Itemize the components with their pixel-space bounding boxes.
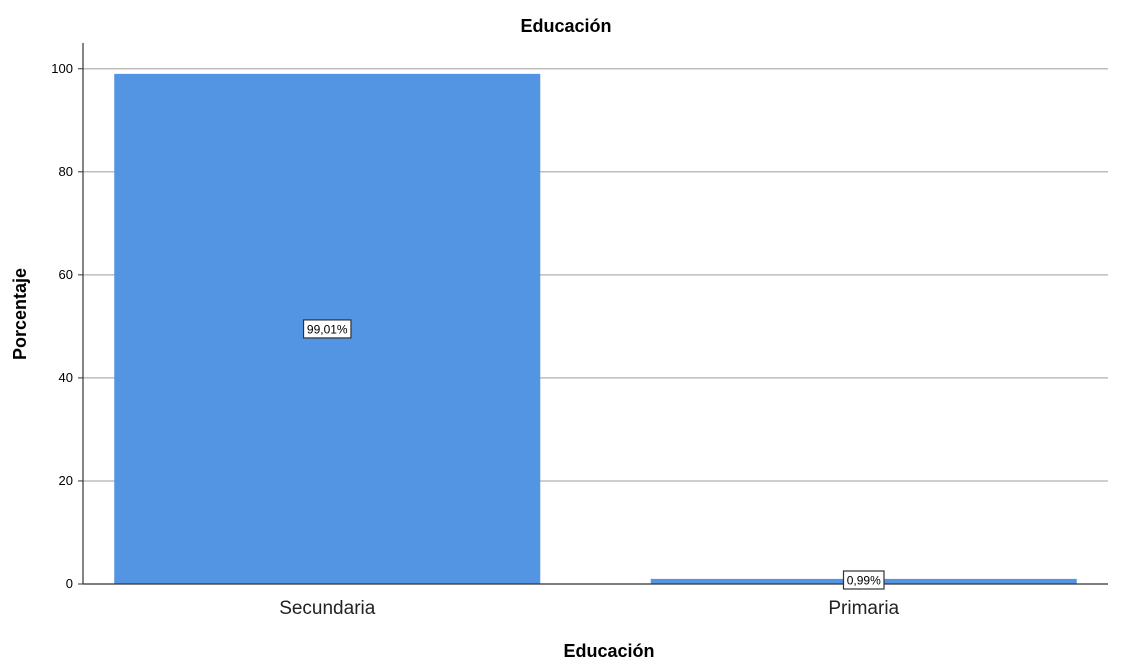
x-axis-ticks: Secundaria Primaria xyxy=(279,598,899,619)
data-label: 0,99% xyxy=(847,574,881,588)
data-labels: 99,01% 0,99% xyxy=(302,319,885,590)
y-tick-label: 0 xyxy=(66,576,73,591)
axes xyxy=(82,43,1108,585)
y-axis-label: Porcentaje xyxy=(10,268,30,360)
y-axis-ticks: 0 20 40 60 80 100 xyxy=(51,61,83,591)
y-tick-label: 100 xyxy=(51,61,73,76)
x-tick-label: Secundaria xyxy=(279,598,376,619)
y-tick-label: 80 xyxy=(59,164,73,179)
y-tick-label: 40 xyxy=(59,370,73,385)
data-label: 99,01% xyxy=(307,322,348,336)
chart-title: Educación xyxy=(520,16,611,36)
x-tick-label: Primaria xyxy=(828,598,899,619)
data-label-box xyxy=(842,570,885,590)
x-axis-label: Educación xyxy=(563,641,654,659)
data-label-box xyxy=(302,319,352,339)
bars xyxy=(114,73,1077,584)
y-tick-label: 20 xyxy=(59,473,73,488)
y-tick-label: 60 xyxy=(59,267,73,282)
